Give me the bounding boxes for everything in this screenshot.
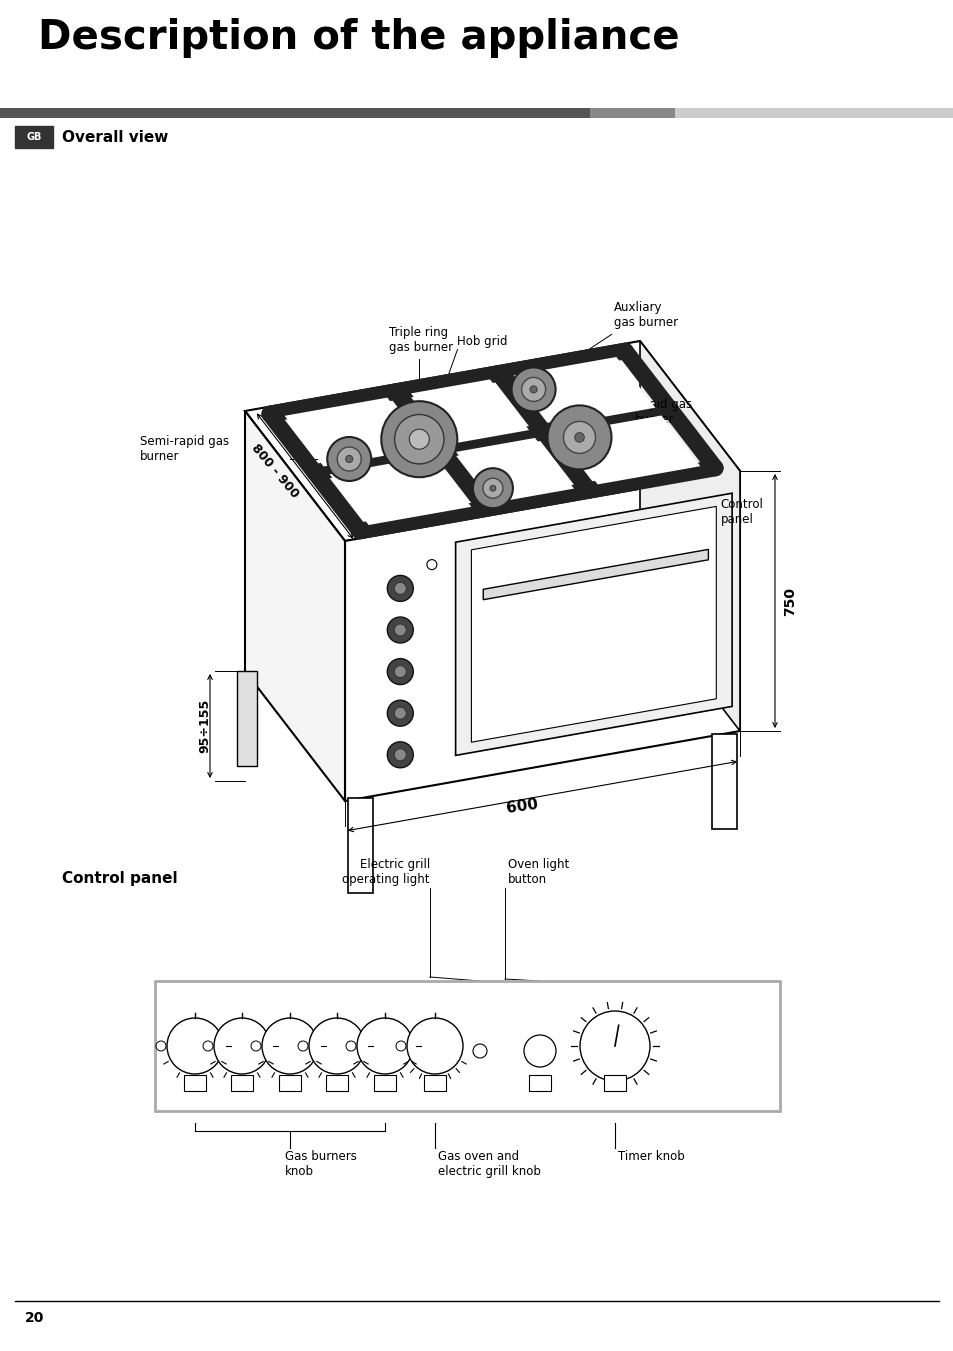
Text: 2: 2 bbox=[239, 1078, 244, 1088]
Circle shape bbox=[337, 447, 361, 471]
Circle shape bbox=[356, 1019, 413, 1074]
Circle shape bbox=[394, 666, 406, 678]
Circle shape bbox=[407, 1019, 462, 1074]
Text: Electric grill
operating light: Electric grill operating light bbox=[342, 858, 430, 886]
Circle shape bbox=[521, 377, 545, 401]
Bar bbox=[603, 1075, 625, 1092]
Circle shape bbox=[345, 455, 353, 462]
Text: Control
panel: Control panel bbox=[720, 499, 762, 526]
Bar bbox=[237, 671, 257, 766]
Text: 1: 1 bbox=[193, 1078, 197, 1088]
Text: 6: 6 bbox=[432, 1078, 437, 1088]
Polygon shape bbox=[329, 457, 471, 526]
Bar bbox=[529, 1075, 551, 1092]
Circle shape bbox=[523, 1035, 556, 1067]
Text: Oven light
button: Oven light button bbox=[507, 858, 569, 886]
Circle shape bbox=[387, 742, 413, 767]
Bar bbox=[675, 108, 953, 118]
Text: Gas burners
knob: Gas burners knob bbox=[285, 1150, 356, 1178]
Text: Control panel: Control panel bbox=[62, 871, 177, 886]
Polygon shape bbox=[245, 340, 740, 540]
Circle shape bbox=[399, 419, 438, 459]
Circle shape bbox=[579, 1011, 649, 1081]
Text: Gas oven and
electric grill knob: Gas oven and electric grill knob bbox=[437, 1150, 540, 1178]
Bar bbox=[231, 1075, 253, 1092]
Bar bbox=[711, 734, 736, 828]
Polygon shape bbox=[245, 411, 345, 801]
Polygon shape bbox=[639, 340, 740, 731]
Text: 600: 600 bbox=[505, 796, 538, 816]
Circle shape bbox=[574, 432, 583, 442]
Polygon shape bbox=[456, 438, 574, 503]
Text: 800 - 900: 800 - 900 bbox=[249, 442, 301, 500]
Polygon shape bbox=[411, 380, 529, 444]
Circle shape bbox=[262, 1019, 317, 1074]
Circle shape bbox=[387, 700, 413, 727]
Circle shape bbox=[530, 386, 537, 393]
Circle shape bbox=[473, 469, 513, 508]
Circle shape bbox=[309, 1019, 365, 1074]
Polygon shape bbox=[483, 550, 708, 600]
Bar bbox=[184, 1075, 206, 1092]
Text: Rapid gas
burner: Rapid gas burner bbox=[634, 399, 692, 427]
Polygon shape bbox=[456, 493, 731, 755]
Bar bbox=[0, 108, 589, 118]
Circle shape bbox=[490, 485, 496, 492]
Bar bbox=[15, 126, 53, 149]
Circle shape bbox=[409, 430, 429, 449]
Circle shape bbox=[387, 658, 413, 685]
Circle shape bbox=[473, 1044, 486, 1058]
Circle shape bbox=[394, 582, 406, 594]
Circle shape bbox=[387, 617, 413, 643]
Bar bbox=[154, 981, 780, 1111]
Polygon shape bbox=[558, 416, 700, 485]
Text: Auxliary
gas burner: Auxliary gas burner bbox=[613, 301, 677, 330]
Text: 3: 3 bbox=[287, 1078, 293, 1088]
Circle shape bbox=[213, 1019, 270, 1074]
Text: 8: 8 bbox=[612, 1078, 617, 1088]
Text: 5: 5 bbox=[382, 1078, 387, 1088]
Polygon shape bbox=[284, 397, 426, 466]
Circle shape bbox=[381, 401, 456, 477]
Polygon shape bbox=[471, 507, 716, 742]
Text: Semi-rapid gas
burner: Semi-rapid gas burner bbox=[140, 435, 229, 463]
Polygon shape bbox=[345, 471, 740, 801]
Text: GB: GB bbox=[27, 132, 42, 142]
Text: 95÷155: 95÷155 bbox=[198, 698, 212, 753]
Circle shape bbox=[547, 405, 611, 469]
Circle shape bbox=[327, 436, 371, 481]
Text: 750: 750 bbox=[782, 586, 796, 616]
Text: Hob grid: Hob grid bbox=[457, 335, 507, 347]
Text: Timer knob: Timer knob bbox=[618, 1150, 684, 1163]
Circle shape bbox=[426, 559, 436, 570]
Text: 20: 20 bbox=[25, 1310, 45, 1325]
Bar bbox=[624, 601, 646, 696]
Text: Overall view: Overall view bbox=[62, 130, 168, 145]
Text: 7: 7 bbox=[537, 1078, 542, 1088]
Circle shape bbox=[482, 478, 502, 499]
Bar bbox=[348, 798, 373, 893]
Bar bbox=[589, 108, 675, 118]
Text: Triple ring
gas burner: Triple ring gas burner bbox=[389, 326, 453, 354]
Bar bbox=[278, 1075, 301, 1092]
Circle shape bbox=[394, 707, 406, 719]
Circle shape bbox=[394, 624, 406, 636]
Circle shape bbox=[563, 422, 595, 454]
Polygon shape bbox=[513, 357, 655, 426]
Circle shape bbox=[394, 748, 406, 761]
Bar bbox=[374, 1075, 395, 1092]
Bar bbox=[423, 1075, 446, 1092]
Circle shape bbox=[395, 415, 443, 463]
Circle shape bbox=[167, 1019, 223, 1074]
Circle shape bbox=[387, 576, 413, 601]
Text: Description of the appliance: Description of the appliance bbox=[38, 18, 679, 58]
Bar bbox=[326, 1075, 348, 1092]
Circle shape bbox=[511, 367, 555, 412]
Text: 4: 4 bbox=[334, 1078, 339, 1088]
